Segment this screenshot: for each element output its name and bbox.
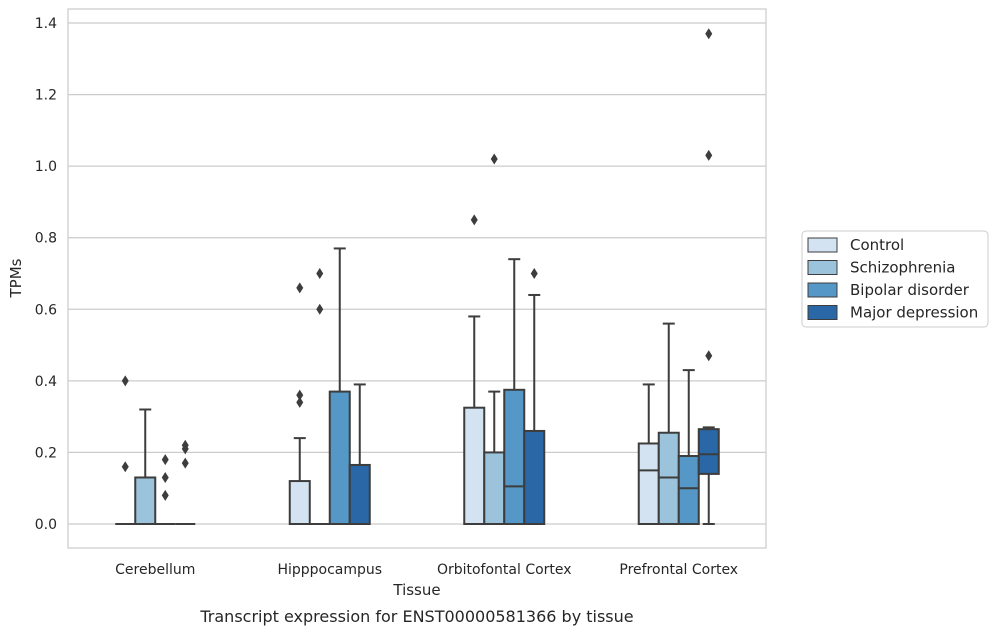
box-body [463,406,486,526]
outlier-point [121,375,129,387]
box-body [483,451,506,525]
x-tick-labels: Cerebellum Hipppocampus Orbitofontal Corte… [115,562,738,578]
box-1-2 [328,247,351,526]
outlier-point [705,350,713,362]
box-0-1 [134,408,157,526]
legend-swatch [807,282,838,298]
outlier-point [181,457,189,469]
box-body [637,442,660,526]
box-body [523,429,546,526]
chart-caption: Transcript expression for ENST0000058136… [199,607,633,626]
box-0-0 [115,375,136,525]
outlier-point [705,28,713,40]
y-tick-label: 0.2 [35,445,57,461]
outlier-point [316,268,324,279]
box-1-0 [288,282,311,525]
x-tick-label: Orbitofontal Cortex [437,562,572,578]
y-tick-label: 0.8 [35,231,57,247]
legend-label: Major depression [850,304,978,322]
outlier-point [296,396,304,408]
legend-label: Bipolar disorder [850,281,970,299]
outlier-point [181,443,189,455]
x-tick-label: Hipppocampus [277,562,382,578]
outlier-point [161,454,169,466]
box-2-2 [503,258,526,525]
box-3-2 [677,369,700,525]
y-tick-label: 0.0 [35,517,57,533]
box-0-3 [175,439,196,525]
box-body [677,455,700,525]
box-1-1 [309,268,330,525]
y-tick-label: 0.4 [35,374,57,390]
outlier-point [121,461,129,473]
box-body [697,428,720,475]
box-0-2 [155,454,176,525]
legend: Control Schizophrenia Bipolar disorder Majo… [801,230,989,328]
y-tick-label: 1.2 [35,88,57,104]
outlier-point [296,282,304,294]
box-body [348,463,371,526]
legend-label: Control [850,236,904,254]
y-tick-label: 1.0 [35,159,57,175]
y-axis-label: TPMs [7,258,25,298]
outlier-point [530,268,538,279]
outlier-point [470,214,478,226]
box-body [134,476,157,526]
legend-frame [801,230,989,328]
x-tick-label: Cerebellum [115,562,195,578]
y-tick-labels: 0.0 0.2 0.4 0.6 0.8 1.0 1.2 1.4 [35,16,57,533]
x-tick-label: Prefrontal Cortex [619,562,738,578]
outlier-point [490,153,498,165]
legend-label: Schizophrenia [850,259,955,277]
outlier-point [705,149,713,161]
box-3-3 [697,28,720,525]
legend-swatch [807,260,838,275]
outlier-point [316,303,324,315]
box-2-3 [523,268,546,526]
x-axis-label: Tissue [392,581,440,599]
outlier-point [296,389,304,401]
box-body [288,480,311,525]
y-tick-label: 1.4 [35,16,57,32]
outlier-point [161,489,169,501]
box-1-3 [348,383,371,526]
y-tick-label: 0.6 [35,302,57,318]
outlier-point [161,471,169,483]
box-body [328,390,351,526]
legend-swatch [807,237,838,253]
box-body [503,388,526,525]
legend-swatch [807,305,838,320]
boxes-group [115,28,720,526]
